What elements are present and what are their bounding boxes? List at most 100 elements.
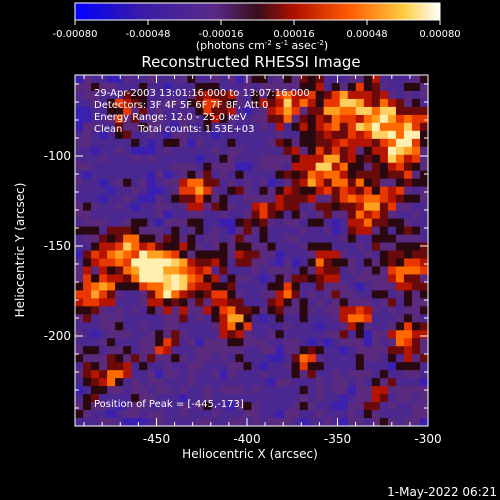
heatmap-cell xyxy=(403,154,413,164)
heatmap-cell xyxy=(355,170,365,180)
heatmap-cell xyxy=(419,226,429,236)
heatmap-cell xyxy=(107,146,116,156)
heatmap-cell xyxy=(395,202,405,212)
heatmap-cell xyxy=(411,106,421,116)
heatmap-cell xyxy=(403,410,413,419)
heatmap-cell xyxy=(339,218,349,228)
heatmap-cell xyxy=(235,290,245,299)
heatmap-cell xyxy=(107,378,116,387)
heatmap-cell xyxy=(315,274,325,284)
heatmap-cell xyxy=(155,202,164,212)
heatmap-cell xyxy=(323,162,333,172)
heatmap-cell xyxy=(395,386,405,395)
heatmap-cell xyxy=(259,226,269,236)
heatmap-cell xyxy=(203,226,212,236)
heatmap-cell xyxy=(83,354,92,363)
heatmap-cell xyxy=(235,194,245,204)
heatmap-cell xyxy=(355,122,365,132)
heatmap-cell xyxy=(115,258,124,268)
heatmap-cell xyxy=(131,258,140,268)
heatmap-cell xyxy=(219,122,229,132)
heatmap-cell xyxy=(347,394,357,403)
heatmap-cell xyxy=(75,402,84,411)
heatmap-cell xyxy=(251,178,261,188)
heatmap-cell xyxy=(395,322,405,331)
heatmap-cell xyxy=(219,242,229,252)
heatmap-cell xyxy=(331,386,341,395)
heatmap-cell xyxy=(267,130,277,140)
heatmap-cell xyxy=(91,146,100,156)
heatmap-cell xyxy=(131,242,140,252)
heatmap-cell xyxy=(347,386,357,395)
heatmap-cell xyxy=(371,410,381,419)
heatmap-cell xyxy=(107,290,116,299)
heatmap-cell xyxy=(411,178,421,188)
heatmap-cell xyxy=(235,178,245,188)
heatmap-cell xyxy=(219,386,229,395)
heatmap-cell xyxy=(155,154,164,164)
heatmap-cell xyxy=(123,410,132,419)
heatmap-cell xyxy=(179,154,188,164)
heatmap-cell xyxy=(219,250,229,260)
heatmap-cell xyxy=(115,90,124,100)
heatmap-cell xyxy=(323,298,333,307)
heatmap-cell xyxy=(379,282,389,291)
heatmap-cell xyxy=(203,114,212,124)
heatmap-cell xyxy=(91,330,100,339)
heatmap-cell xyxy=(163,266,172,276)
heatmap-cell xyxy=(331,346,341,355)
heatmap-cell xyxy=(267,154,277,164)
heatmap-cell xyxy=(403,250,413,260)
heatmap-cell xyxy=(251,218,261,228)
heatmap-cell xyxy=(283,258,293,268)
heatmap-cell xyxy=(83,394,92,403)
heatmap-cell xyxy=(171,162,180,172)
heatmap-cell xyxy=(251,98,261,108)
heatmap-cell xyxy=(99,266,108,276)
heatmap-cell xyxy=(195,274,204,284)
heatmap-cell xyxy=(219,298,229,307)
heatmap-cell xyxy=(331,322,341,331)
heatmap-cell xyxy=(315,122,325,132)
heatmap-cell xyxy=(123,98,132,108)
heatmap-cell xyxy=(275,138,285,148)
heatmap-cell xyxy=(219,186,229,196)
colorbar-tick-label: -0.00016 xyxy=(199,29,244,40)
heatmap-cell xyxy=(323,146,333,156)
heatmap-cell xyxy=(235,154,245,164)
heatmap-cell xyxy=(387,146,397,156)
heatmap-cell xyxy=(419,330,429,339)
heatmap-cell xyxy=(419,210,429,220)
heatmap-cell xyxy=(235,370,245,379)
heatmap-cell xyxy=(339,266,349,276)
heatmap-cell xyxy=(227,290,237,299)
heatmap-cell xyxy=(163,98,172,108)
heatmap-cell xyxy=(243,90,253,100)
heatmap-cell xyxy=(283,234,293,244)
heatmap-cell xyxy=(387,162,397,172)
heatmap-cell xyxy=(251,266,261,276)
heatmap-cell xyxy=(267,378,277,387)
heatmap-cell xyxy=(411,170,421,180)
heatmap-cell xyxy=(147,258,156,268)
heatmap-cell xyxy=(131,386,140,395)
heatmap-cell xyxy=(395,162,405,172)
heatmap-cell xyxy=(139,362,148,371)
heatmap-cell xyxy=(99,402,108,411)
heatmap-cell xyxy=(187,106,196,116)
heatmap-cell xyxy=(179,186,188,196)
y-tick-label: -200 xyxy=(44,329,71,343)
heatmap-cell xyxy=(307,130,317,140)
heatmap-cell xyxy=(155,266,164,276)
heatmap-cell xyxy=(395,154,405,164)
heatmap-cell xyxy=(163,170,172,180)
heatmap-cell xyxy=(307,338,317,347)
heatmap-cell xyxy=(315,210,325,220)
heatmap-cell xyxy=(363,258,373,268)
heatmap-cell xyxy=(323,362,333,371)
heatmap-cell xyxy=(283,370,293,379)
heatmap-cell xyxy=(363,154,373,164)
heatmap-cell xyxy=(131,122,140,132)
heatmap-cell xyxy=(251,90,261,100)
heatmap-cell xyxy=(187,170,196,180)
